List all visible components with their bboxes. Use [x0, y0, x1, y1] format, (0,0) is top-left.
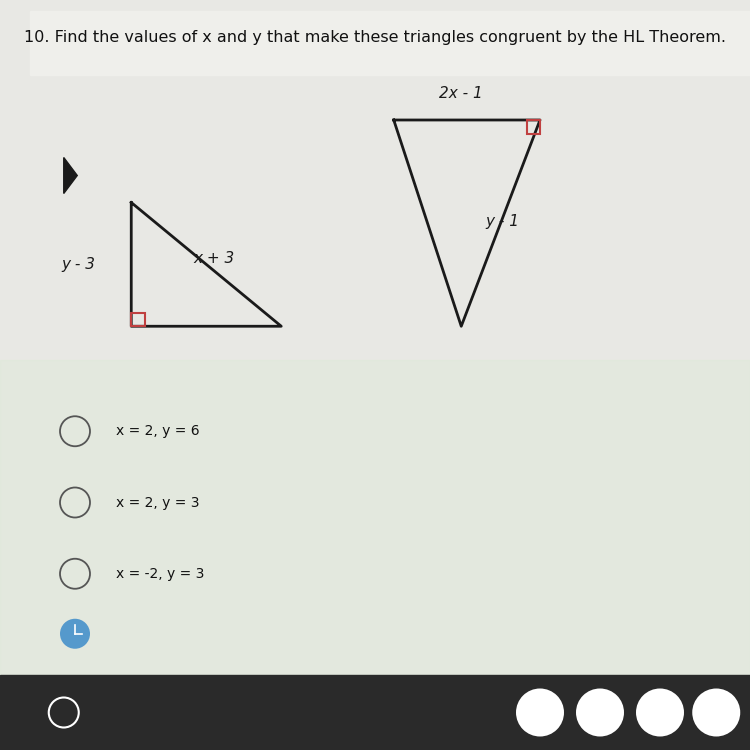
Text: y - 1: y - 1	[485, 214, 520, 229]
Circle shape	[636, 688, 684, 736]
Text: x = 2, y = 3: x = 2, y = 3	[116, 496, 200, 509]
Bar	[0, 360, 750, 675]
Bar	[131, 313, 145, 326]
Text: y - 3: y - 3	[62, 256, 96, 272]
Polygon shape	[64, 158, 77, 194]
Bar	[526, 120, 540, 134]
Text: x + 3: x + 3	[193, 251, 234, 266]
Circle shape	[60, 619, 90, 649]
Text: 2x - 1: 2x - 1	[440, 86, 483, 101]
Circle shape	[576, 688, 624, 736]
Bar	[0, 675, 750, 750]
Text: x = 2, y = 6: x = 2, y = 6	[116, 424, 200, 438]
Bar	[30, 11, 750, 75]
Circle shape	[692, 688, 740, 736]
Text: x = -2, y = 3: x = -2, y = 3	[116, 567, 205, 580]
Text: 10. Find the values of x and y that make these triangles congruent by the HL The: 10. Find the values of x and y that make…	[24, 30, 726, 45]
Circle shape	[516, 688, 564, 736]
